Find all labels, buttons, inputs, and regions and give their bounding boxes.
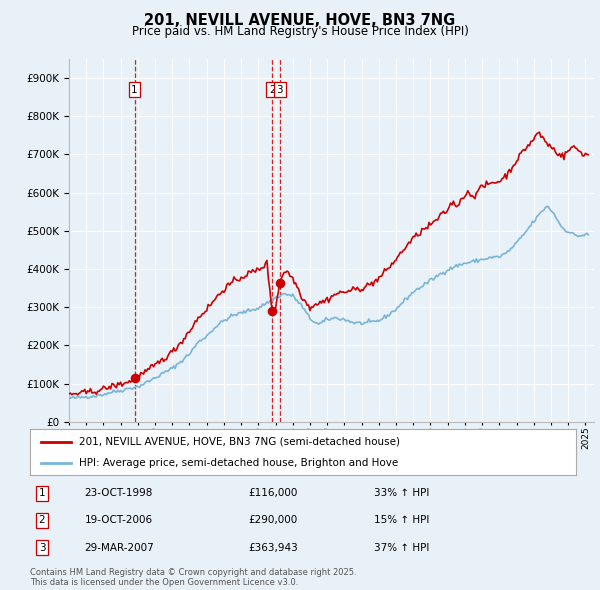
Point (130, 373, 139, 382)
Text: 3: 3 (277, 84, 283, 94)
Text: 3: 3 (38, 543, 46, 553)
Text: Contains HM Land Registry data © Crown copyright and database right 2025.
This d: Contains HM Land Registry data © Crown c… (30, 568, 356, 587)
Text: Price paid vs. HM Land Registry's House Price Index (HPI): Price paid vs. HM Land Registry's House … (131, 25, 469, 38)
Text: 2: 2 (269, 84, 275, 94)
Text: 19-OCT-2006: 19-OCT-2006 (85, 516, 153, 525)
Text: £290,000: £290,000 (248, 516, 298, 525)
Text: 15% ↑ HPI: 15% ↑ HPI (374, 516, 430, 525)
Point (275, 278, 284, 287)
Text: 201, NEVILL AVENUE, HOVE, BN3 7NG (semi-detached house): 201, NEVILL AVENUE, HOVE, BN3 7NG (semi-… (79, 437, 400, 447)
Text: 23-OCT-1998: 23-OCT-1998 (85, 488, 153, 498)
Point (268, 306, 277, 316)
Text: £363,943: £363,943 (248, 543, 298, 553)
Text: 2: 2 (38, 516, 46, 525)
Text: HPI: Average price, semi-detached house, Brighton and Hove: HPI: Average price, semi-detached house,… (79, 458, 398, 468)
Text: 1: 1 (131, 84, 138, 94)
Text: 37% ↑ HPI: 37% ↑ HPI (374, 543, 430, 553)
Text: £116,000: £116,000 (248, 488, 298, 498)
Text: 201, NEVILL AVENUE, HOVE, BN3 7NG: 201, NEVILL AVENUE, HOVE, BN3 7NG (145, 13, 455, 28)
Text: 33% ↑ HPI: 33% ↑ HPI (374, 488, 430, 498)
Text: 1: 1 (38, 488, 46, 498)
Text: 29-MAR-2007: 29-MAR-2007 (85, 543, 154, 553)
